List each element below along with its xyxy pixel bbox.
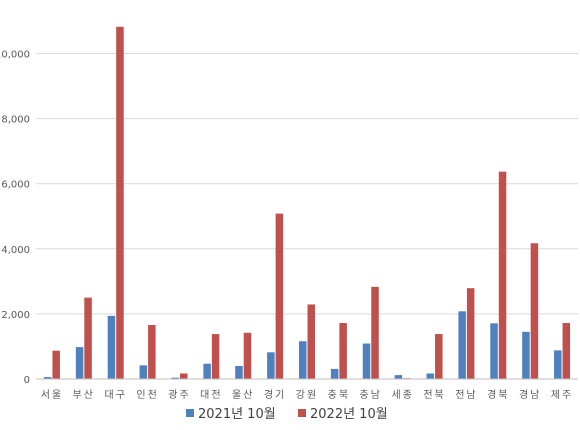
legend-swatch: [186, 409, 194, 417]
bar-series1: [75, 347, 84, 379]
bar-series1: [458, 311, 466, 379]
bar-series1: [330, 368, 339, 379]
legend: 2021년 10월 2022년 10월: [186, 407, 388, 422]
bar-series1: [490, 323, 498, 379]
bars: [43, 26, 571, 380]
x-category-label: 대전: [200, 389, 222, 401]
bar-series1: [235, 365, 243, 379]
legend-swatch: [298, 409, 306, 417]
bar-series1: [171, 377, 179, 379]
x-category-label: 부산: [73, 389, 95, 401]
x-category-label: 강원: [296, 389, 318, 401]
x-category-label: 경북: [487, 388, 509, 401]
x-category-label: 세종: [391, 389, 413, 401]
x-category-label: 인천: [136, 389, 158, 401]
x-category-label: 울산: [232, 389, 254, 401]
bar-series1: [267, 352, 275, 379]
bar-series1: [362, 343, 371, 379]
x-category-label: 전남: [455, 389, 477, 401]
gridlines: [36, 53, 578, 315]
bar-series1: [394, 375, 403, 379]
y-tick-label: 2,000: [1, 310, 30, 321]
y-tick-label: 0: [24, 375, 30, 386]
bar-series1: [426, 373, 435, 379]
legend-label: 2021년 10월: [198, 407, 276, 422]
x-axis-categories: 서울 부산 대구 인천 광주 대전 울산 경기 강원 충북 충남 세종 전북 전남 경북 경남 제주: [41, 388, 573, 401]
bar-series2: [530, 243, 539, 379]
bar-series2: [116, 26, 124, 380]
y-axis-ticks: 0 2,000 4,000 6,000 8,000 10,000: [0, 50, 30, 387]
bar-series2: [339, 323, 347, 379]
bar-series1: [107, 315, 116, 379]
x-category-label: 경남: [519, 388, 541, 401]
bar-series2: [275, 213, 284, 379]
bar-series1: [203, 363, 211, 379]
bar-series1: [43, 377, 52, 379]
bar-series1: [299, 341, 307, 379]
bar-series2: [243, 332, 252, 379]
bar-series2: [307, 304, 315, 379]
bar-series2: [371, 286, 379, 379]
x-category-label: 경기: [264, 388, 286, 401]
bar-series2: [562, 323, 571, 379]
bar-series2: [84, 297, 92, 379]
bar-series2: [179, 373, 188, 379]
y-tick-label: 8,000: [1, 115, 30, 126]
bar-series2: [466, 288, 475, 379]
y-tick-label: 4,000: [1, 245, 30, 256]
bar-series2: [211, 334, 220, 379]
x-category-label: 충남: [360, 389, 382, 401]
y-tick-label: 6,000: [1, 180, 30, 191]
x-category-label: 광주: [168, 389, 190, 401]
x-category-label: 서울: [41, 389, 63, 401]
legend-label: 2022년 10월: [310, 407, 388, 422]
bar-series1: [554, 350, 562, 379]
y-tick-label: 10,000: [0, 50, 30, 61]
x-category-label: 대구: [105, 389, 127, 401]
bar-series1: [522, 331, 530, 379]
bar-series2: [52, 350, 60, 379]
x-category-label: 전북: [423, 389, 445, 401]
bar-series2: [148, 324, 156, 379]
bar-series1: [139, 365, 148, 379]
bar-series2: [435, 334, 443, 379]
x-category-label: 충북: [328, 389, 350, 401]
x-category-label: 제주: [551, 389, 573, 401]
bar-series2: [498, 171, 507, 379]
